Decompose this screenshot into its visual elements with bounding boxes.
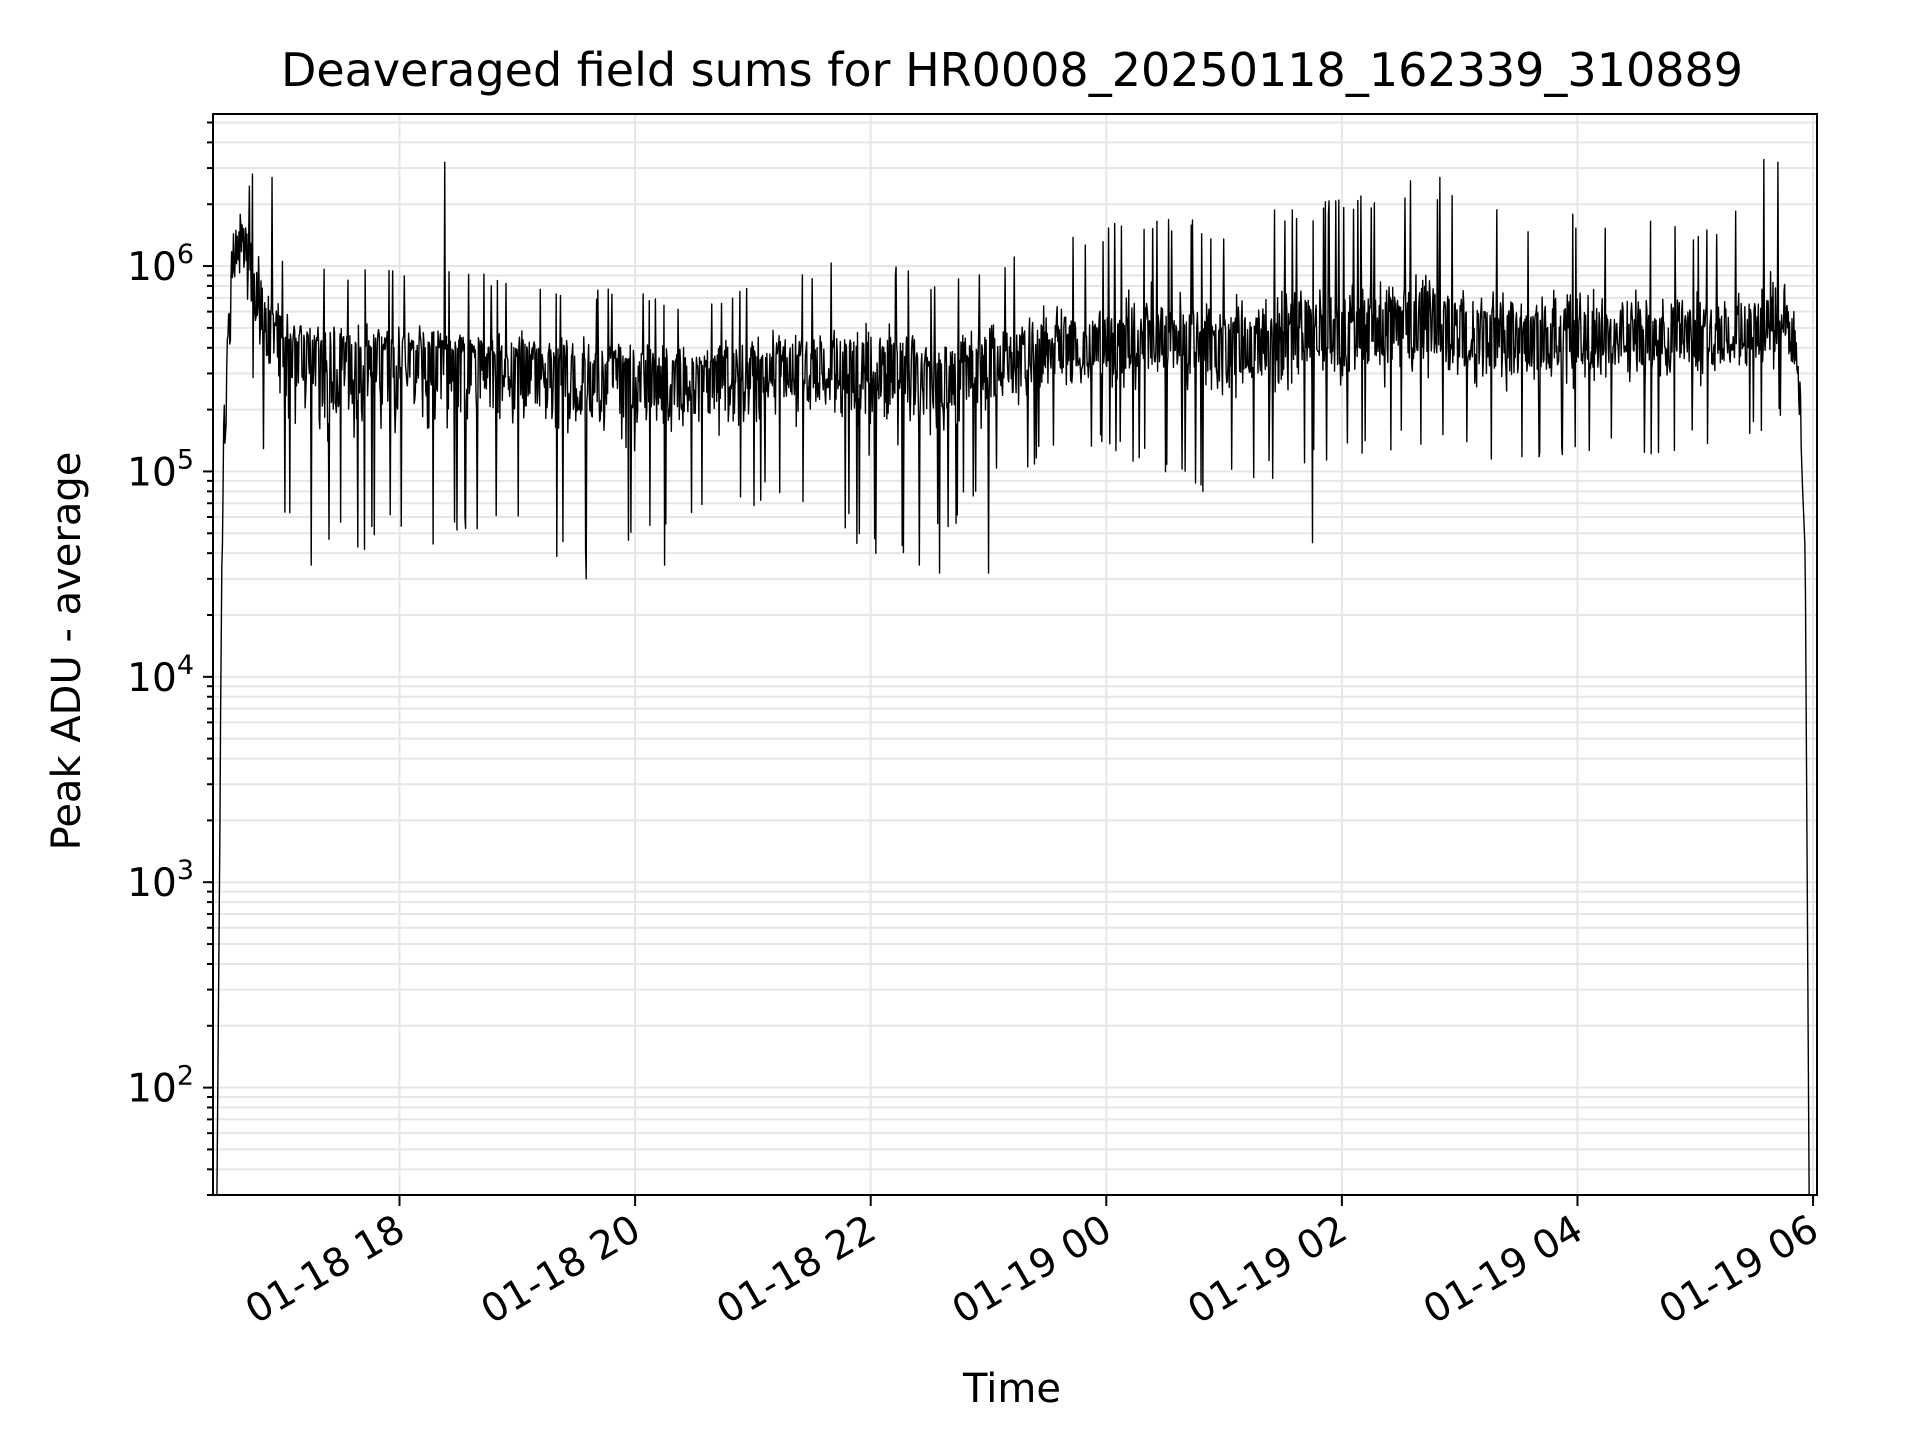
y-tick-base: 10	[127, 1067, 177, 1112]
y-tick-base: 10	[127, 656, 177, 701]
y-tick-exponent: 5	[177, 444, 194, 475]
plot-frame	[212, 113, 1818, 1196]
y-tick-exponent: 6	[177, 239, 194, 270]
y-tick-label: 102	[127, 1061, 194, 1112]
y-tick-label: 105	[127, 444, 194, 495]
data-layer	[216, 158, 1810, 1196]
grid-lines	[213, 114, 1817, 1196]
y-tick-base: 10	[127, 861, 177, 906]
y-tick-exponent: 4	[177, 650, 194, 681]
y-tick-base: 10	[127, 245, 177, 290]
series-line	[216, 158, 1810, 1196]
y-tick-exponent: 3	[177, 855, 194, 886]
y-tick-base: 10	[127, 450, 177, 495]
x-axis-label: Time	[962, 1366, 1061, 1412]
chart-title: Deaveraged field sums for HR0008_2025011…	[281, 43, 1743, 97]
y-tick-label: 103	[127, 855, 194, 906]
y-tick-exponent: 2	[177, 1061, 194, 1092]
y-axis-label: Peak ADU - average	[44, 452, 90, 851]
y-tick-label: 106	[127, 239, 194, 290]
y-tick-label: 104	[127, 650, 194, 701]
